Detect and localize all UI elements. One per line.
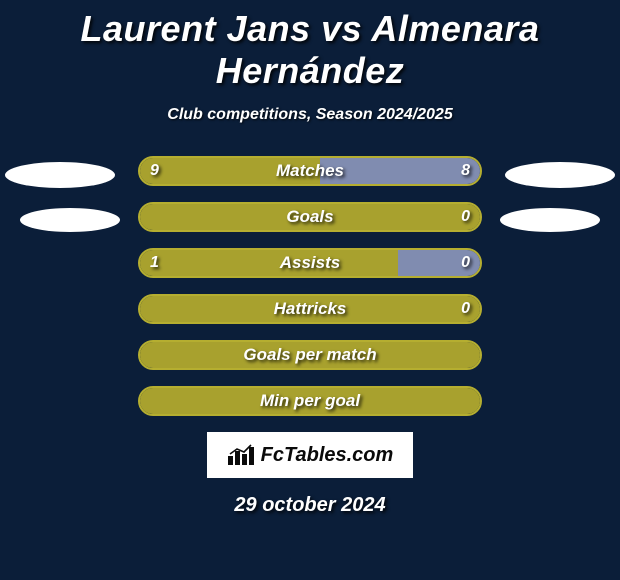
bar-value-player1: 1 xyxy=(150,250,159,276)
bar-value-player2: 0 xyxy=(461,296,470,322)
comparison-title: Laurent Jans vs Almenara Hernández xyxy=(0,0,620,92)
brand-box: FcTables.com xyxy=(207,432,413,478)
bar-label: Goals per match xyxy=(140,342,480,368)
bar-row: Goals per match xyxy=(138,340,482,370)
decor-ellipse-right-2 xyxy=(500,208,600,232)
bar-row: Goals0 xyxy=(138,202,482,232)
bar-row: Assists1 0 xyxy=(138,248,482,278)
footer-date: 29 october 2024 xyxy=(0,494,620,517)
brand-text: FcTables.com xyxy=(261,444,394,467)
bar-label: Matches xyxy=(140,158,480,184)
player1-name: Laurent Jans xyxy=(81,8,311,49)
bar-value-player2: 0 xyxy=(461,204,470,230)
bar-value-player2: 8 xyxy=(461,158,470,184)
subtitle: Club competitions, Season 2024/2025 xyxy=(0,106,620,124)
decor-ellipse-right-1 xyxy=(505,162,615,188)
bars-container: Matches98Goals0Assists10Hattricks0Goals … xyxy=(138,156,482,416)
bar-row: Matches9 8 xyxy=(138,156,482,186)
bar-chart-icon xyxy=(227,444,257,466)
bar-row: Min per goal xyxy=(138,386,482,416)
bar-label: Min per goal xyxy=(140,388,480,414)
bar-row: Hattricks0 xyxy=(138,294,482,324)
chart-area: Matches98Goals0Assists10Hattricks0Goals … xyxy=(0,156,620,416)
bar-label: Hattricks xyxy=(140,296,480,322)
bar-label: Assists xyxy=(140,250,480,276)
vs-text: vs xyxy=(321,8,362,49)
bar-label: Goals xyxy=(140,204,480,230)
bar-value-player2: 0 xyxy=(461,250,470,276)
decor-ellipse-left-2 xyxy=(20,208,120,232)
bar-value-player1: 9 xyxy=(150,158,159,184)
decor-ellipse-left-1 xyxy=(5,162,115,188)
